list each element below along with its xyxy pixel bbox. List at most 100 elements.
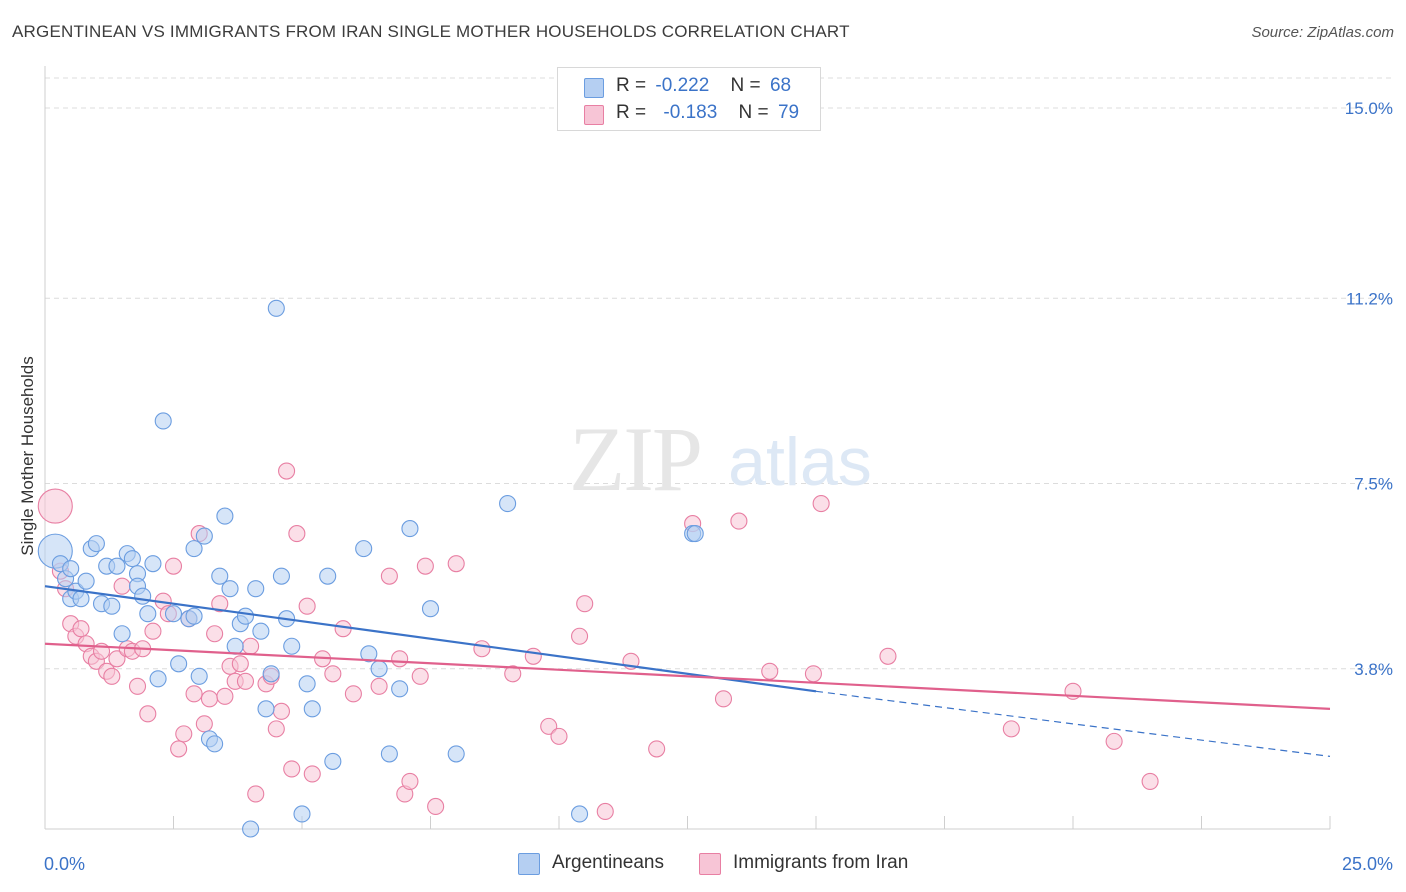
iran-point xyxy=(195,715,213,733)
argentinean-point xyxy=(571,805,589,823)
axes xyxy=(44,66,1331,830)
iran-point xyxy=(812,495,830,513)
argentinean-point xyxy=(77,572,95,590)
iran-point xyxy=(164,557,183,575)
iran-point xyxy=(714,690,733,708)
iran-point xyxy=(550,727,568,745)
argentinean-point xyxy=(499,495,517,513)
iran-point xyxy=(391,650,409,668)
iran-point xyxy=(283,760,301,778)
y-tick-label: 7.5% xyxy=(1354,475,1393,494)
argentinean-point xyxy=(123,550,141,568)
bottom-legend-label-iran: Immigrants from Iran xyxy=(733,852,909,873)
iran-point xyxy=(344,685,362,703)
argentinean-point xyxy=(360,645,378,663)
legend-r-value-argentineans: -0.222 xyxy=(655,75,710,96)
y-axis-label: Single Mother Households xyxy=(18,356,37,556)
iran-point xyxy=(411,667,429,685)
iran-point xyxy=(288,525,306,543)
iran-point xyxy=(596,802,614,821)
argentinean-point xyxy=(262,665,280,683)
iran-point xyxy=(540,717,558,735)
iran-point xyxy=(242,637,260,655)
iran-point xyxy=(278,462,296,480)
argentinean-point xyxy=(257,700,275,718)
argentinean-point xyxy=(195,527,213,545)
argentinean-point xyxy=(134,587,152,605)
iran-point xyxy=(200,690,219,708)
iran-point xyxy=(380,567,398,585)
iran-point xyxy=(416,557,434,575)
tick-labels: 3.8% 7.5% 11.2% 15.0% 0.0% 25.0% xyxy=(44,99,1393,874)
iran-point xyxy=(37,488,73,524)
iran-point xyxy=(401,772,419,790)
watermark: ZIP atlas xyxy=(569,408,872,510)
iran-trend-line xyxy=(44,642,1331,710)
argentinean-point xyxy=(149,670,167,688)
argentinean-point xyxy=(272,567,290,585)
argentinean-point xyxy=(252,622,270,640)
iran-point xyxy=(324,665,342,683)
iran-point xyxy=(113,577,131,595)
iran-point xyxy=(879,647,897,665)
iran-point xyxy=(103,667,121,685)
iran-point xyxy=(272,702,290,720)
argentinean-point xyxy=(216,507,234,525)
argentinean-point xyxy=(226,637,244,655)
iran-point xyxy=(231,655,249,673)
iran-point xyxy=(427,797,445,816)
iran-point xyxy=(175,725,193,743)
y-tick-label: 3.8% xyxy=(1354,660,1393,679)
iran-point xyxy=(144,622,162,640)
argentinean-point xyxy=(319,567,337,585)
iran-point xyxy=(267,720,285,738)
iran-point xyxy=(648,740,666,758)
legend-r-value-iran: -0.183 xyxy=(663,102,718,123)
grid-lines xyxy=(45,77,1395,670)
trend-lines xyxy=(44,585,1331,757)
argentinean-point xyxy=(303,700,321,718)
argentinean-point xyxy=(154,412,172,430)
iran-point xyxy=(1141,772,1159,790)
iran-point xyxy=(298,597,316,615)
iran-point xyxy=(1105,732,1123,750)
argentineans-trend-extension xyxy=(815,690,1331,757)
x-tick-label-min: 0.0% xyxy=(44,854,85,874)
legend-box: R = -0.222 N = 68 R = -0.183 N = 79 xyxy=(557,67,821,131)
iran-point xyxy=(447,555,465,573)
iran-point xyxy=(247,785,265,803)
argentineans-trend-line xyxy=(44,585,817,693)
argentinean-point xyxy=(380,745,398,763)
legend-swatch-argentineans xyxy=(584,78,604,98)
bottom-legend-label-argentineans: Argentineans xyxy=(552,852,664,873)
iran-point xyxy=(761,662,779,680)
argentinean-point xyxy=(185,607,203,625)
legend-swatch-iran xyxy=(584,105,604,125)
iran-point xyxy=(216,687,234,705)
argentinean-point xyxy=(190,667,208,685)
argentinean-point xyxy=(391,680,409,698)
iran-point xyxy=(303,765,321,783)
argentinean-point xyxy=(447,745,465,763)
argentinean-point xyxy=(686,525,704,543)
argentinean-point xyxy=(62,560,80,578)
iran-point xyxy=(236,672,255,690)
legend-r-label: R = xyxy=(616,102,647,123)
argentinean-point xyxy=(324,752,342,770)
iran-point xyxy=(128,677,147,695)
argentinean-point xyxy=(283,637,301,655)
argentinean-point xyxy=(108,557,126,575)
iran-point xyxy=(334,620,352,638)
iran-point xyxy=(139,705,157,723)
iran-point xyxy=(72,620,90,638)
iran-point xyxy=(524,647,542,665)
legend-n-label: N = xyxy=(738,102,769,123)
argentinean-point xyxy=(293,805,311,823)
argentinean-point xyxy=(211,567,229,585)
argentinean-point xyxy=(139,605,157,623)
argentinean-point xyxy=(185,540,203,558)
y-tick-label: 11.2% xyxy=(1346,289,1393,308)
iran-point xyxy=(1002,720,1020,738)
argentinean-point xyxy=(113,625,131,643)
